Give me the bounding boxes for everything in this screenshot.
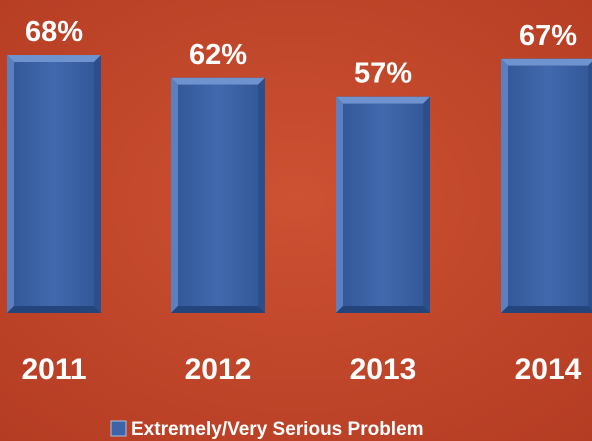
bar-bevel-left <box>501 58 508 314</box>
bar-bevel-bottom <box>171 306 265 313</box>
bar-face <box>343 103 423 306</box>
category-label: 2012 <box>185 353 252 386</box>
category-label: 2011 <box>21 353 86 386</box>
bar-face <box>508 65 588 306</box>
bar-face <box>178 84 258 306</box>
value-label: 67% <box>519 20 577 52</box>
legend-label: Extremely/Very Serious Problem <box>131 419 424 440</box>
value-label: 62% <box>189 39 247 71</box>
bars-layer <box>7 55 592 314</box>
bar <box>336 96 430 313</box>
bar-bevel-top <box>171 77 265 85</box>
bar-bevel-right <box>588 61 592 310</box>
bar-bevel-bottom <box>336 306 430 313</box>
legend-swatch <box>110 420 127 437</box>
bar-bevel-right <box>258 77 265 313</box>
bar-bevel-bottom <box>7 306 101 313</box>
value-label: 57% <box>354 58 412 90</box>
bar-bevel-top <box>501 58 592 66</box>
bar-bevel-right <box>423 96 430 313</box>
bar-bevel-top <box>7 55 101 62</box>
category-label: 2014 <box>515 353 582 386</box>
category-label: 2013 <box>350 353 417 386</box>
bar-bevel-left <box>7 55 14 313</box>
bar-bevel-left <box>336 96 343 313</box>
bar-face <box>14 62 94 306</box>
legend: Extremely/Very Serious Problem <box>110 419 424 440</box>
bar-bevel-left <box>171 77 178 313</box>
bar <box>501 58 592 314</box>
bar <box>7 55 101 313</box>
bar-bevel-top <box>336 96 430 104</box>
bar <box>171 77 265 313</box>
bar-bevel-right <box>94 55 101 313</box>
bar-bevel-bottom <box>501 306 592 313</box>
value-label: 68% <box>25 16 83 48</box>
labels-layer: 68% 2011 62% 2012 57% 2013 67% 2014 <box>21 16 581 386</box>
